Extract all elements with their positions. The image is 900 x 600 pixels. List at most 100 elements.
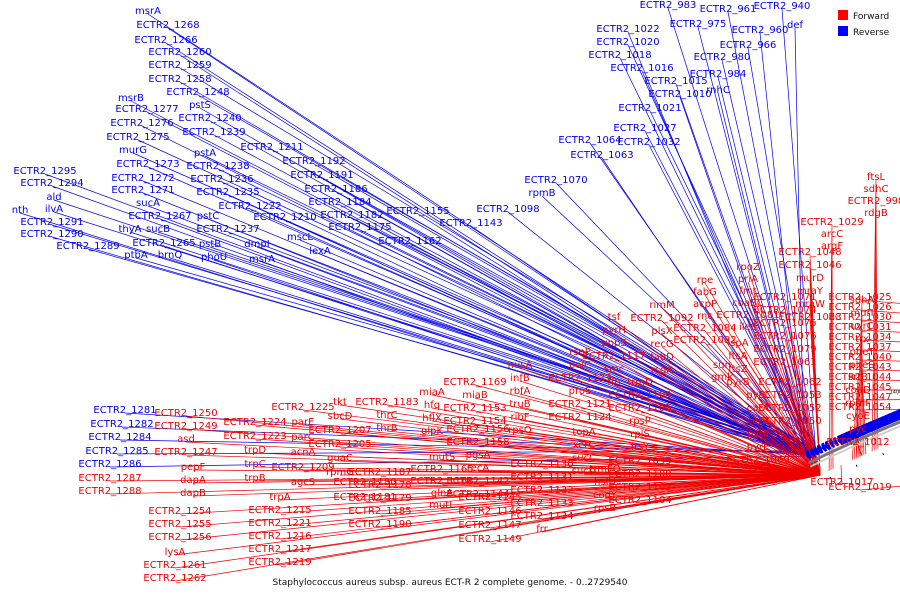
label-connector — [141, 125, 805, 457]
forward-gene-label: ECTR2_1153 — [443, 403, 506, 414]
minor-tick — [829, 476, 832, 480]
forward-gene-label: priA — [738, 274, 758, 285]
forward-gene-label: ECTR2_1224 — [223, 417, 286, 428]
label-connector — [704, 342, 821, 476]
forward-gene-label: ECTR2_1105 — [608, 403, 671, 414]
forward-gene-label: ECTR2_1109 — [608, 390, 671, 401]
forward-gene-label: pyrF — [747, 429, 769, 440]
forward-gene-label: ECTR2_1045 — [828, 382, 891, 393]
label-connector — [679, 96, 805, 457]
forward-gene-label: uvrC — [850, 321, 873, 332]
forward-gene-label: gmk — [711, 372, 733, 383]
reverse-gene-label: ECTR2_1267 — [128, 211, 191, 222]
reverse-gene-label: ECTR2_1027 — [613, 123, 676, 134]
forward-gene-label: rdgB — [864, 208, 888, 219]
forward-gene-label: ECTR2_1044 — [828, 372, 891, 383]
label-connector — [871, 179, 877, 452]
reverse-gene-label: pstC — [197, 211, 219, 222]
reverse-gene-label: rpmB — [528, 188, 555, 199]
reverse-gene-label: ECTR2_1237 — [196, 224, 259, 235]
label-connector — [661, 359, 821, 476]
forward-gene-label: thrC — [376, 410, 397, 421]
forward-gene-label: srtB — [848, 372, 868, 383]
label-connector — [667, 7, 811, 454]
label-connector — [840, 465, 843, 486]
forward-gene-label: asd — [177, 434, 195, 445]
reverse-gene-label: ECTR2_980 — [694, 52, 751, 63]
reverse-gene-label: ECTR2_1070 — [524, 175, 587, 186]
label-connector — [477, 457, 821, 476]
reverse-gene-arrow — [809, 448, 816, 458]
label-connector — [477, 431, 821, 476]
reverse-gene-label: ECTR2_1284 — [88, 432, 151, 443]
forward-gene-label: ECTR2_1145 — [458, 492, 521, 503]
reverse-gene-label: ECTR2_1184 — [308, 197, 371, 208]
reverse-gene-label: ECTR2_1010 — [648, 89, 711, 100]
forward-gene-label: ECTR2_998 — [848, 196, 900, 207]
label-connector — [217, 168, 816, 452]
forward-gene-label: arcC — [821, 229, 844, 240]
forward-gene-label: ECTR2_1185 — [348, 506, 411, 517]
forward-gene-label: ECTR2_1158 — [446, 437, 509, 448]
label-connector — [757, 410, 821, 476]
label-connector — [789, 397, 821, 476]
reverse-gene-label: ECTR2_1258 — [148, 74, 211, 85]
label-connector — [583, 473, 821, 476]
reverse-gene-label: msrA — [249, 254, 275, 265]
reverse-gene-label: ECTR2_1143 — [439, 218, 502, 229]
forward-gene-label: trmFO — [589, 464, 620, 475]
forward-gene-label: ECTR2_1050 — [758, 416, 821, 427]
forward-gene-label: ECTR2_1030 — [828, 312, 891, 323]
forward-gene-label: ECTR2_1033 — [778, 312, 841, 323]
reverse-gene-label: ECTR2_1022 — [596, 24, 659, 35]
forward-gene-label: mutL — [429, 500, 455, 511]
reverse-gene-label: msrB — [118, 93, 144, 104]
reverse-gene-label: ECTR2_1175 — [328, 222, 391, 233]
reverse-gene-label: lexA — [309, 246, 331, 257]
forward-gene-label: ECTR2_1103 — [608, 482, 671, 493]
forward-gene-label: ECTR2_1034 — [828, 332, 891, 343]
label-connector — [781, 8, 816, 451]
forward-gene-label: ECTR2_1219 — [248, 557, 311, 568]
forward-gene-label: ECTR2_1133 — [510, 498, 573, 509]
forward-gene-label: ECTR2_1076 — [753, 331, 816, 342]
label-connector — [648, 144, 811, 454]
reverse-gene-label: ECTR2_1295 — [13, 166, 76, 177]
forward-gene-label: ECTR2_1043 — [828, 362, 891, 373]
label-connector — [489, 474, 821, 501]
reverse-gene-label: rnhC — [706, 85, 730, 96]
forward-gene-label: ECTR2_1100 — [608, 469, 671, 480]
forward-gene-label: ECTR2_1205 — [308, 439, 371, 450]
label-connector — [747, 305, 821, 476]
reverse-gene-label: brnQ — [158, 250, 183, 261]
forward-gene-label: acpP — [693, 299, 717, 310]
forward-gene-label: ftsL — [867, 172, 885, 183]
label-connector — [861, 367, 867, 455]
forward-gene-label: ECTR2_1178 — [348, 480, 411, 491]
label-connector — [639, 474, 821, 478]
label-connector — [249, 208, 807, 456]
forward-gene-label: ECTR2_1048 — [778, 247, 841, 258]
legend-reverse-swatch — [838, 26, 848, 36]
forward-gene-label: ribF — [511, 412, 530, 423]
label-connector — [213, 259, 805, 457]
label-connector — [179, 54, 805, 457]
label-connector — [583, 447, 821, 476]
label-connector — [619, 57, 813, 453]
reverse-gene-label: ECTR2_1210 — [253, 212, 316, 223]
label-connector — [165, 42, 807, 456]
label-connector — [227, 231, 813, 453]
label-connector — [789, 423, 821, 476]
forward-gene-label: ECTR2_1071 — [753, 292, 816, 303]
label-connector — [639, 423, 821, 476]
reverse-gene-label: ald — [46, 192, 61, 203]
reverse-gene-label: ECTR2_1265 — [132, 238, 195, 249]
label-connector — [474, 384, 821, 476]
forward-gene-label: ECTR2_1288 — [78, 486, 141, 497]
forward-gene-label: sucC — [572, 453, 596, 464]
forward-gene-label: proS — [569, 386, 592, 397]
forward-gene-label: ECTR2_1104 — [608, 495, 671, 506]
reverse-gene-label: ECTR2_1098 — [476, 204, 539, 215]
reverse-gene-label: ptbA — [124, 250, 148, 261]
